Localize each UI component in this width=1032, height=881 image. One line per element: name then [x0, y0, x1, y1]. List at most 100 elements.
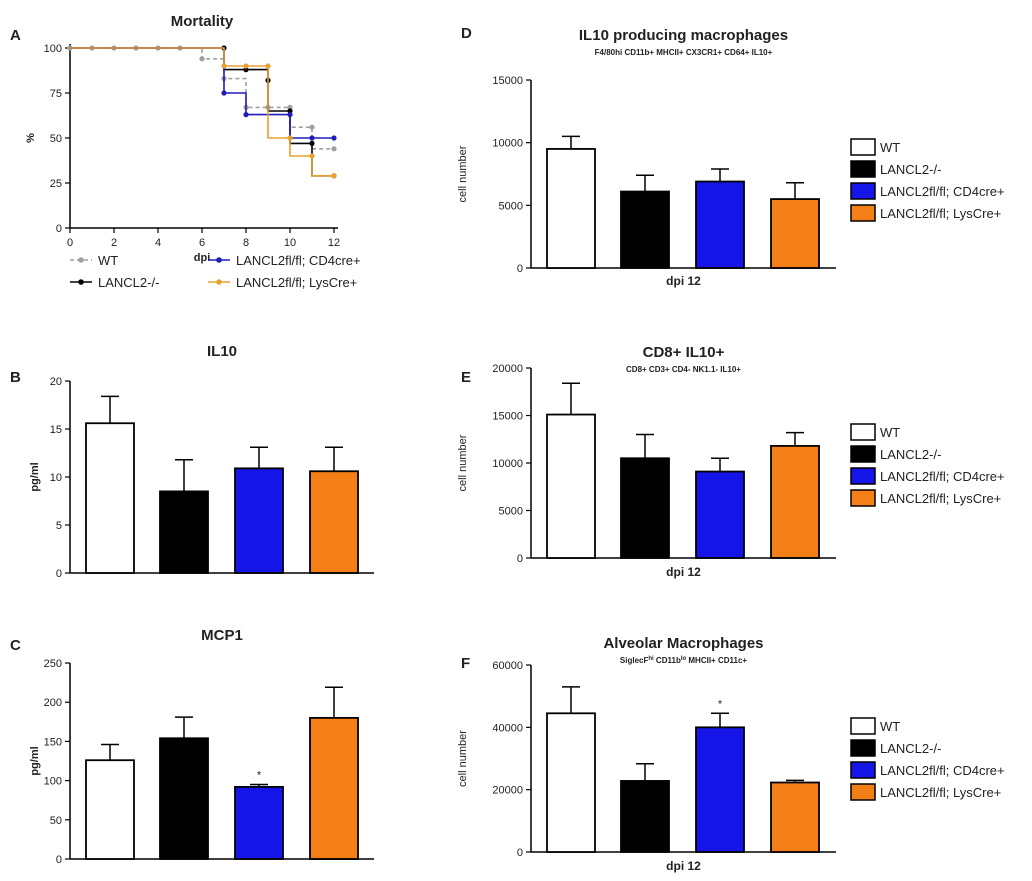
- legend-label: LANCL2fl/fl; CD4cre+: [880, 184, 1005, 199]
- subtitle-part: CD11b: [654, 656, 681, 665]
- legend-swatch: [850, 739, 876, 757]
- y-axis-label: cell number: [457, 730, 469, 787]
- x-axis-label: dpi 12: [666, 274, 701, 288]
- y-tick-label: 5000: [499, 506, 523, 518]
- bar-cd4: [695, 470, 745, 559]
- series-point-0: [309, 124, 315, 130]
- y-tick-label: 0: [56, 568, 62, 580]
- series-point-2: [331, 135, 337, 141]
- series-point-3: [309, 153, 315, 159]
- y-tick-label: 75: [50, 88, 62, 100]
- bar-cd4: [695, 180, 745, 269]
- y-axis-label: cell number: [457, 145, 469, 202]
- x-tick-label: 12: [328, 237, 340, 249]
- y-tick-label: 100: [44, 43, 62, 55]
- series-point-3: [243, 63, 249, 69]
- panel-F: F Alveolar Macrophages SiglecFhi CD11blo M…: [457, 635, 1005, 873]
- legend-label: LANCL2fl/fl; LysCre+: [880, 206, 1001, 221]
- y-tick-label: 5000: [499, 200, 523, 212]
- panel-D: D IL10 producing macrophages F4/80hi CD11b…: [457, 25, 1005, 288]
- x-tick-label: 10: [284, 237, 296, 249]
- bar-wt: [546, 148, 596, 269]
- panel-A: A Mortality 0 25 50 75 100 0 2 4 6 8 10 12% dpi WT LANCL…: [10, 13, 361, 290]
- legend-marker: [78, 257, 84, 263]
- bar-lancl2: [620, 780, 670, 853]
- chart-title: Mortality: [171, 13, 234, 30]
- y-tick-label: 15000: [492, 75, 523, 87]
- bar-lancl2: [620, 457, 670, 559]
- y-tick-label: 20: [50, 376, 62, 388]
- significance-marker: *: [718, 698, 723, 710]
- subtitle-superscript: lo: [681, 656, 687, 662]
- y-tick-label: 50: [50, 815, 62, 827]
- legend-label: WT: [880, 425, 900, 440]
- legend-marker: [216, 279, 222, 285]
- legend-marker: [216, 257, 222, 263]
- bar-lancl2: [620, 190, 670, 269]
- panel-label: A: [10, 27, 21, 44]
- bar-lys: [770, 198, 820, 269]
- y-tick-label: 10000: [492, 458, 523, 470]
- bar-wt: [85, 422, 135, 574]
- legend-swatch: [850, 467, 876, 485]
- legend-swatch: [850, 717, 876, 735]
- y-tick-label: 25: [50, 178, 62, 190]
- y-tick-label: 250: [44, 658, 62, 670]
- panel-B: B IL10 0 5 10 15 20 pg/ml: [10, 343, 374, 580]
- series-point-3: [221, 63, 227, 69]
- bar-lys: [770, 444, 820, 559]
- y-axis-label: cell number: [457, 434, 469, 491]
- series-point-1: [243, 67, 249, 73]
- legend-label: WT: [880, 140, 900, 155]
- series-point-3: [287, 135, 293, 141]
- y-tick-label: 0: [517, 847, 523, 859]
- series-point-1: [287, 108, 293, 114]
- subtitle-part: SiglecF: [620, 656, 649, 665]
- bar-wt: [546, 413, 596, 559]
- y-tick-label: 20000: [492, 785, 523, 797]
- bar-lancl2: [159, 737, 209, 860]
- legend-swatch: [850, 489, 876, 507]
- subtitle-superscript: hi: [648, 656, 654, 662]
- chart-title: IL10 producing macrophages: [579, 27, 788, 44]
- x-axis-label: dpi 12: [666, 859, 701, 873]
- chart-subtitle: CD8+ CD3+ CD4- NK1.1- IL10+: [626, 365, 741, 374]
- x-tick-label: 4: [155, 237, 161, 249]
- legend-swatch: [850, 204, 876, 222]
- series-point-3: [265, 63, 271, 69]
- series-point-3: [331, 173, 337, 179]
- y-tick-label: 40000: [492, 722, 523, 734]
- x-tick-label: 8: [243, 237, 249, 249]
- legend-label: LANCL2fl/fl; LysCre+: [236, 275, 357, 290]
- series-point-0: [199, 56, 205, 62]
- series-point-1: [309, 140, 315, 146]
- panel-E: E CD8+ IL10+ CD8+ CD3+ CD4- NK1.1- IL10+ 0 5…: [457, 344, 1005, 579]
- series-point-0: [331, 146, 337, 152]
- y-tick-label: 200: [44, 697, 62, 709]
- series-point-0: [287, 104, 293, 110]
- panel-label: C: [10, 637, 21, 654]
- bar-lys: [770, 781, 820, 853]
- legend-swatch: [850, 423, 876, 441]
- y-tick-label: 0: [517, 553, 523, 565]
- legend-label: LANCL2fl/fl; LysCre+: [880, 491, 1001, 506]
- bar-cd4: [234, 467, 284, 574]
- legend-label: LANCL2fl/fl; CD4cre+: [880, 763, 1005, 778]
- legend-swatch: [850, 783, 876, 801]
- legend-swatch: [850, 761, 876, 779]
- legend-label: WT: [98, 253, 118, 268]
- panel-label: D: [461, 25, 472, 42]
- bar-cd4: [234, 785, 284, 860]
- bar-cd4: [695, 726, 745, 853]
- legend-label: LANCL2-/-: [880, 447, 941, 462]
- panel-label: E: [461, 369, 471, 386]
- series-point-2: [243, 112, 249, 118]
- legend-swatch: [850, 138, 876, 156]
- y-tick-label: 0: [56, 223, 62, 235]
- y-tick-label: 0: [56, 854, 62, 866]
- y-tick-label: 5: [56, 520, 62, 532]
- x-axis-label: dpi 12: [666, 565, 701, 579]
- series-line-3: [70, 47, 334, 177]
- legend-swatch: [850, 445, 876, 463]
